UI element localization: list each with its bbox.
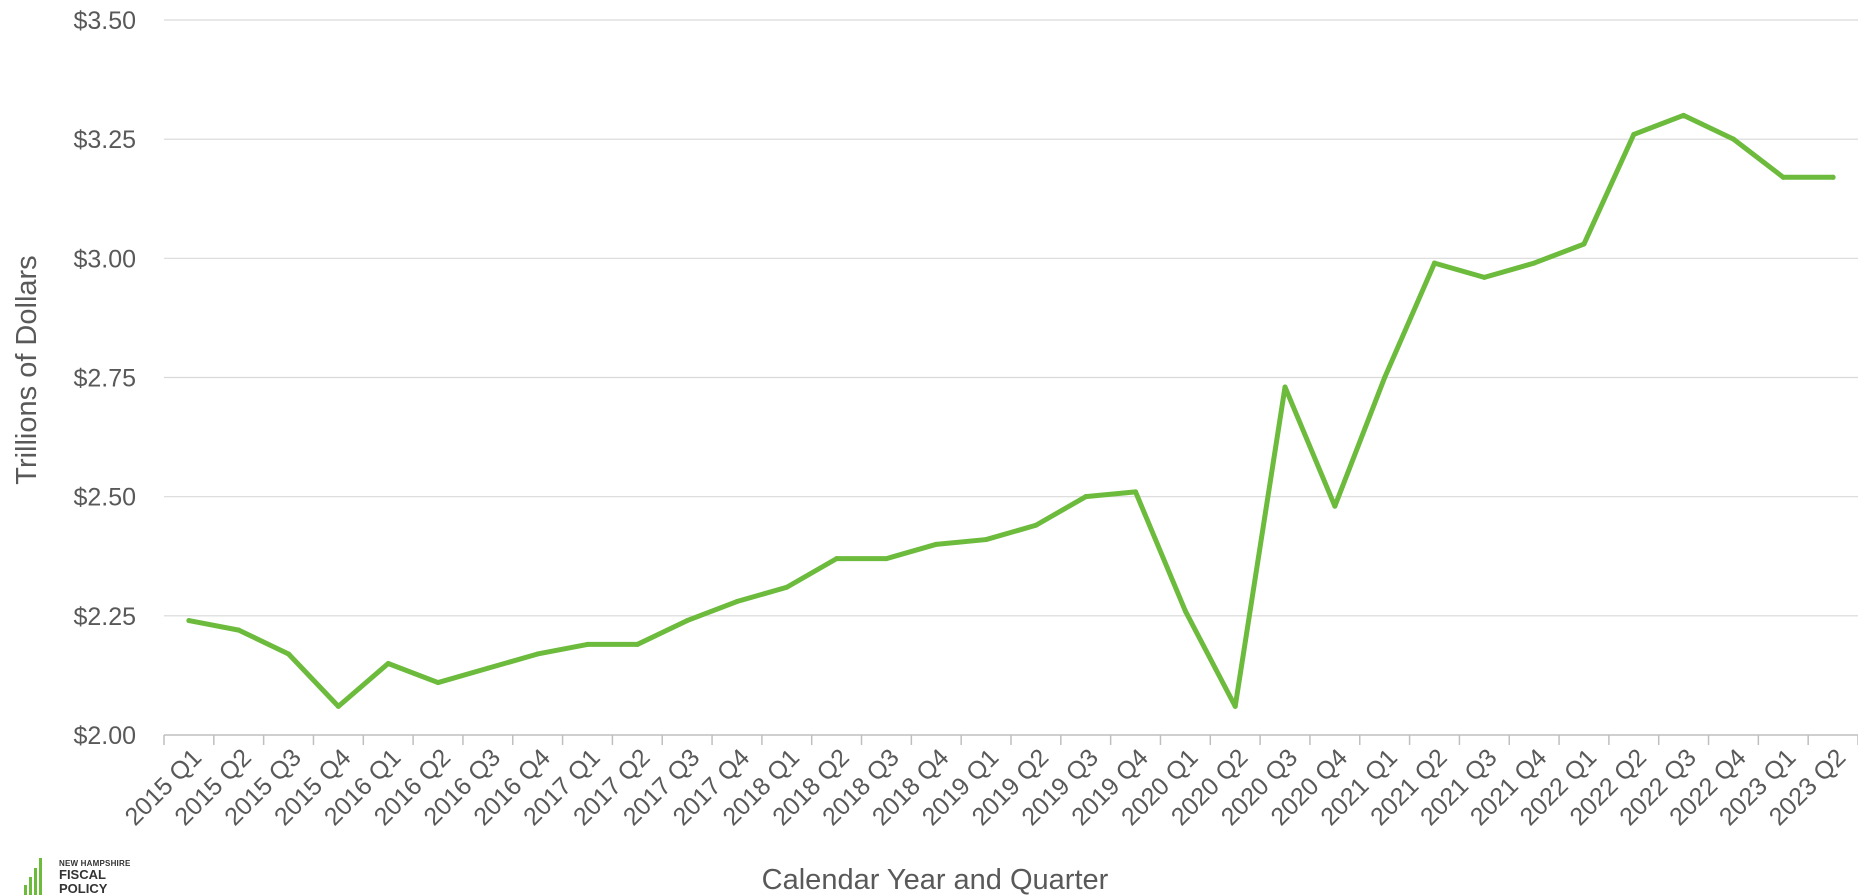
data-point [385, 661, 391, 666]
y-tick-label: $2.50 [73, 484, 136, 512]
data-point [1730, 136, 1736, 142]
data-point [1531, 260, 1537, 266]
y-tick-label: $3.50 [73, 7, 136, 35]
data-point [1232, 703, 1238, 709]
data-point [1830, 174, 1836, 180]
data-point [634, 641, 640, 647]
data-point [1481, 274, 1487, 280]
data-point [435, 680, 441, 686]
data-point [933, 541, 939, 547]
data-point [1332, 503, 1338, 509]
data-point [1780, 174, 1786, 180]
logo-bars-icon [24, 858, 46, 895]
nh-fiscal-policy-logo: NEW HAMPSHIRE FISCAL POLICY [24, 858, 164, 895]
data-point [1581, 241, 1587, 247]
y-tick-label: $2.25 [73, 603, 136, 631]
logo-text: NEW HAMPSHIRE FISCAL POLICY [59, 859, 131, 895]
series-path [186, 112, 1836, 709]
logo-line-1: NEW HAMPSHIRE [59, 859, 131, 868]
grid-lines [164, 19, 1858, 736]
data-point [585, 641, 590, 647]
data-point [186, 618, 192, 624]
data-point [1681, 112, 1687, 118]
data-point [1382, 375, 1388, 380]
data-point [1083, 494, 1089, 500]
data-point [236, 627, 242, 633]
y-tick-label: $3.25 [73, 126, 136, 154]
data-point [1133, 489, 1139, 495]
data-point [1182, 608, 1188, 614]
data-point [1432, 260, 1437, 266]
data-point [535, 651, 541, 657]
logo-line-2: FISCAL [59, 867, 106, 883]
data-point [734, 599, 740, 605]
data-point [983, 537, 989, 543]
y-tick-label: $3.00 [73, 245, 136, 273]
data-point [1282, 384, 1288, 390]
y-tick-label: $2.00 [73, 722, 136, 750]
y-axis-ticks: $2.00 $2.25 $2.50 $2.75 $3.00 $3.25 $3.50 [73, 7, 136, 750]
data-point [1033, 522, 1039, 528]
x-axis-title: Calendar Year and Quarter [762, 864, 1109, 895]
data-point [684, 618, 690, 624]
data-point [286, 651, 292, 657]
data-point [784, 584, 790, 590]
y-axis-title: Trillions of Dollars [11, 255, 43, 484]
data-point [335, 703, 341, 709]
logo-line-3: POLICY [59, 881, 108, 895]
series-line [186, 112, 1836, 709]
data-point [834, 556, 840, 562]
data-point [1631, 131, 1637, 137]
data-point [485, 665, 491, 671]
x-axis [163, 735, 1858, 745]
data-point [883, 556, 889, 562]
y-tick-label: $2.75 [73, 365, 136, 393]
